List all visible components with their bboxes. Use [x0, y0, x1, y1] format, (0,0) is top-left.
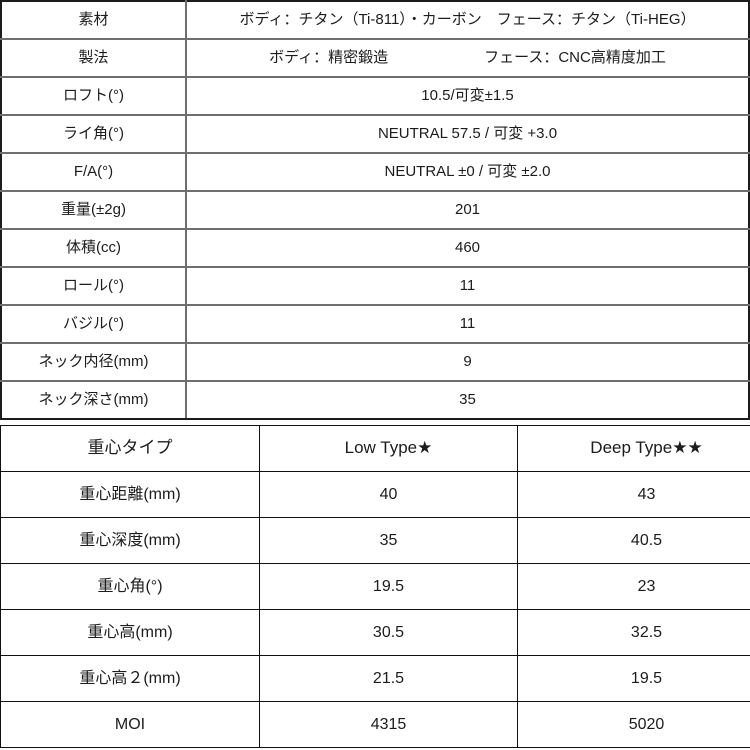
spec-row-value: 201 — [185, 190, 750, 230]
cg-header-col-low: Low Type★ — [259, 425, 518, 472]
spec-row-value: 35 — [185, 380, 750, 420]
spec-row-value-face: フェース：CNC高精度加工 — [484, 49, 666, 66]
table-row: ネック深さ(mm) 35 — [0, 380, 750, 420]
spec-row-value: ボディ：チタン（Ti-811）・カーボン フェース：チタン（Ti-HEG） — [185, 0, 750, 40]
spec-row-label: ライ角(°) — [0, 114, 187, 154]
table-row: 重心高(mm) 30.5 32.5 — [0, 609, 750, 656]
table-row: 素材 ボディ：チタン（Ti-811）・カーボン フェース：チタン（Ti-HEG） — [0, 0, 750, 40]
spec-table-body: 素材 ボディ：チタン（Ti-811）・カーボン フェース：チタン（Ti-HEG）… — [0, 0, 750, 420]
cg-row-label: MOI — [0, 701, 260, 748]
cg-row-label: 重心角(°) — [0, 563, 260, 610]
table-row: 重心深度(mm) 35 40.5 — [0, 517, 750, 564]
spec-row-label: バジル(°) — [0, 304, 187, 344]
spec-row-label: ネック深さ(mm) — [0, 380, 187, 420]
table-row: MOI 4315 5020 — [0, 701, 750, 748]
table-row: 重心角(°) 19.5 23 — [0, 563, 750, 610]
table-row: 製法 ボディ：精密鍛造 フェース：CNC高精度加工 — [0, 38, 750, 78]
cg-row-value-low: 35 — [259, 517, 518, 564]
cg-row-value-low: 4315 — [259, 701, 518, 748]
cg-header-label: 重心タイプ — [0, 425, 260, 472]
cg-row-label: 重心高２(mm) — [0, 655, 260, 702]
cg-row-value-low: 30.5 — [259, 609, 518, 656]
table-row: ロール(°) 11 — [0, 266, 750, 306]
spec-row-value: NEUTRAL ±0 / 可変 ±2.0 — [185, 152, 750, 192]
spec-table: 素材 ボディ：チタン（Ti-811）・カーボン フェース：チタン（Ti-HEG）… — [0, 0, 750, 420]
table-row: ロフト(°) 10.5/可変±1.5 — [0, 76, 750, 116]
cg-row-value-deep: 32.5 — [517, 609, 750, 656]
spec-row-value: ボディ：精密鍛造 フェース：CNC高精度加工 — [185, 38, 750, 78]
table-row: 重量(±2g) 201 — [0, 190, 750, 230]
cg-row-label: 重心深度(mm) — [0, 517, 260, 564]
table-row: ネック内径(mm) 9 — [0, 342, 750, 382]
spec-row-value: 9 — [185, 342, 750, 382]
cg-row-label: 重心距離(mm) — [0, 471, 260, 518]
table-row: バジル(°) 11 — [0, 304, 750, 344]
cg-row-value-deep: 5020 — [517, 701, 750, 748]
spec-row-value: 460 — [185, 228, 750, 268]
cg-row-value-deep: 40.5 — [517, 517, 750, 564]
spec-row-label: 体積(cc) — [0, 228, 187, 268]
table-row: 重心距離(mm) 40 43 — [0, 471, 750, 518]
spec-row-label: ロール(°) — [0, 266, 187, 306]
spec-row-label: F/A(°) — [0, 152, 187, 192]
table-row: F/A(°) NEUTRAL ±0 / 可変 ±2.0 — [0, 152, 750, 192]
cg-row-value-deep: 23 — [517, 563, 750, 610]
cg-row-label: 重心高(mm) — [0, 609, 260, 656]
spec-row-value: 11 — [185, 304, 750, 344]
split-value-wrap: ボディ：精密鍛造 フェース：CNC高精度加工 — [191, 49, 744, 67]
cg-row-value-deep: 19.5 — [517, 655, 750, 702]
spec-row-value: 11 — [185, 266, 750, 306]
spec-row-value: NEUTRAL 57.5 / 可変 +3.0 — [185, 114, 750, 154]
spec-row-label: 製法 — [0, 38, 187, 78]
center-of-gravity-table: 重心タイプ Low Type★ Deep Type★★ 重心距離(mm) 40 … — [0, 425, 750, 748]
spec-row-value-body: ボディ：精密鍛造 — [269, 49, 389, 66]
cg-row-value-low: 40 — [259, 471, 518, 518]
table-header-row: 重心タイプ Low Type★ Deep Type★★ — [0, 425, 750, 472]
cg-table-body: 重心タイプ Low Type★ Deep Type★★ 重心距離(mm) 40 … — [0, 425, 750, 748]
table-row: ライ角(°) NEUTRAL 57.5 / 可変 +3.0 — [0, 114, 750, 154]
cg-row-value-deep: 43 — [517, 471, 750, 518]
table-row: 重心高２(mm) 21.5 19.5 — [0, 655, 750, 702]
spec-row-label: 重量(±2g) — [0, 190, 187, 230]
cg-row-value-low: 19.5 — [259, 563, 518, 610]
spec-row-label: 素材 — [0, 0, 187, 40]
table-row: 体積(cc) 460 — [0, 228, 750, 268]
spec-row-label: ネック内径(mm) — [0, 342, 187, 382]
cg-row-value-low: 21.5 — [259, 655, 518, 702]
cg-header-col-deep: Deep Type★★ — [517, 425, 750, 472]
spec-row-label: ロフト(°) — [0, 76, 187, 116]
spec-row-value: 10.5/可変±1.5 — [185, 76, 750, 116]
